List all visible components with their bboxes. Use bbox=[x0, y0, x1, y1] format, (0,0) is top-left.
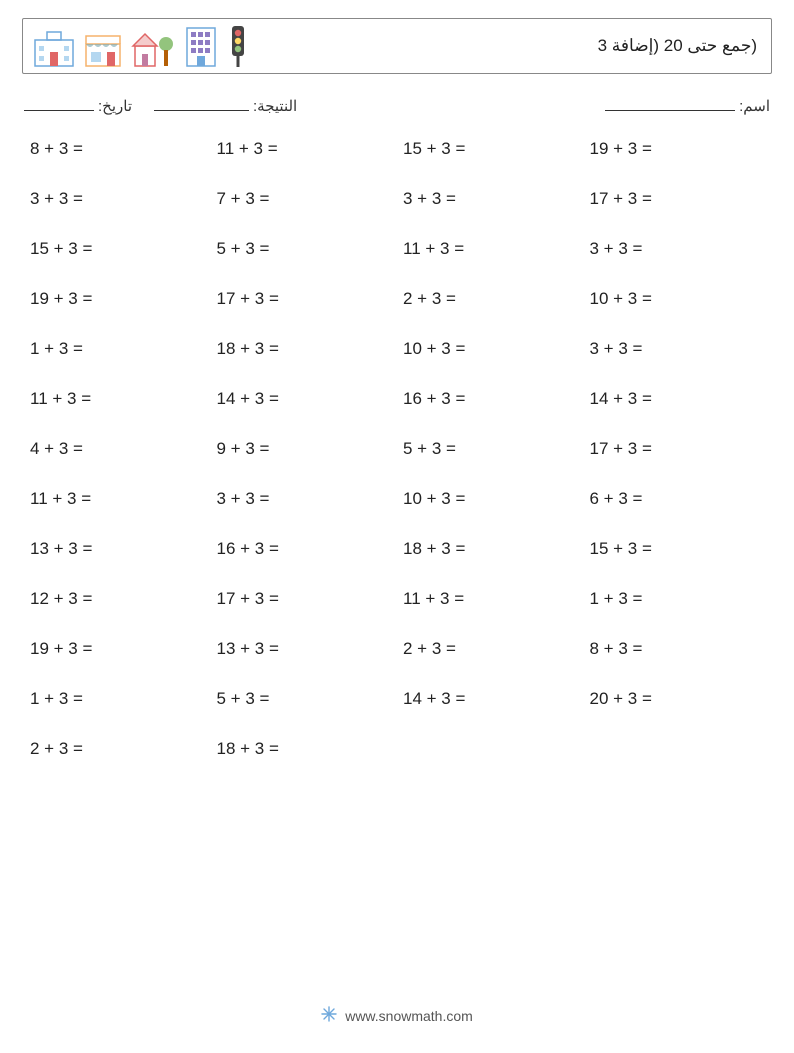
problem-cell: 15 + 3 = bbox=[590, 539, 765, 559]
school-building-icon bbox=[33, 26, 75, 68]
problem-cell: 14 + 3 = bbox=[590, 389, 765, 409]
problem-cell: 13 + 3 = bbox=[30, 539, 205, 559]
problem-cell: 20 + 3 = bbox=[590, 689, 765, 709]
problem-cell: 3 + 3 = bbox=[30, 189, 205, 209]
problem-cell: 2 + 3 = bbox=[403, 639, 578, 659]
problem-cell: 10 + 3 = bbox=[403, 489, 578, 509]
snowflake-icon bbox=[321, 1006, 337, 1025]
problem-cell: 4 + 3 = bbox=[30, 439, 205, 459]
problem-cell: 19 + 3 = bbox=[30, 289, 205, 309]
problem-cell: 7 + 3 = bbox=[217, 189, 392, 209]
house-tree-icon bbox=[131, 26, 175, 68]
name-blank[interactable] bbox=[605, 96, 735, 111]
problem-cell: 17 + 3 = bbox=[217, 289, 392, 309]
problem-cell: 16 + 3 = bbox=[403, 389, 578, 409]
problem-cell: 11 + 3 = bbox=[403, 239, 578, 259]
problem-cell: 9 + 3 = bbox=[217, 439, 392, 459]
info-line: اسم: النتيجة: تاريخ: bbox=[24, 96, 770, 115]
problem-cell: 6 + 3 = bbox=[590, 489, 765, 509]
traffic-light-icon bbox=[227, 24, 249, 68]
score-date-group: النتيجة: تاريخ: bbox=[24, 96, 297, 115]
problem-cell: 5 + 3 = bbox=[403, 439, 578, 459]
problem-cell: 5 + 3 = bbox=[217, 689, 392, 709]
result-label: النتيجة: bbox=[253, 97, 297, 115]
problem-cell: 17 + 3 = bbox=[590, 439, 765, 459]
problem-cell: 3 + 3 = bbox=[590, 339, 765, 359]
problem-cell: 15 + 3 = bbox=[403, 139, 578, 159]
problem-cell: 3 + 3 = bbox=[217, 489, 392, 509]
problem-cell: 3 + 3 = bbox=[590, 239, 765, 259]
problem-cell: 11 + 3 = bbox=[217, 139, 392, 159]
problems-grid: 8 + 3 = 11 + 3 = 15 + 3 = 19 + 3 = 3 + 3 = 7 … bbox=[22, 139, 772, 759]
problem-cell: 11 + 3 = bbox=[403, 589, 578, 609]
problem-cell: 14 + 3 = bbox=[217, 389, 392, 409]
problem-cell: 17 + 3 = bbox=[590, 189, 765, 209]
date-blank[interactable] bbox=[24, 96, 94, 111]
footer-text: www.snowmath.com bbox=[345, 1008, 473, 1024]
problem-cell: 1 + 3 = bbox=[30, 339, 205, 359]
office-tower-icon bbox=[183, 24, 219, 68]
problem-cell: 2 + 3 = bbox=[403, 289, 578, 309]
problem-cell: 14 + 3 = bbox=[403, 689, 578, 709]
problem-cell: 8 + 3 = bbox=[30, 139, 205, 159]
problem-cell: 1 + 3 = bbox=[30, 689, 205, 709]
header-icons bbox=[33, 24, 249, 68]
shop-building-icon bbox=[83, 26, 123, 68]
problem-cell: 16 + 3 = bbox=[217, 539, 392, 559]
problem-cell: 13 + 3 = bbox=[217, 639, 392, 659]
problem-cell: 2 + 3 = bbox=[30, 739, 205, 759]
footer: www.snowmath.com bbox=[0, 1006, 794, 1025]
problem-cell: 18 + 3 = bbox=[403, 539, 578, 559]
problem-cell: 18 + 3 = bbox=[217, 739, 392, 759]
name-field-group: اسم: bbox=[605, 96, 770, 115]
worksheet-title: (جمع حتى 20 (إضافة 3 bbox=[598, 36, 761, 56]
problem-cell: 12 + 3 = bbox=[30, 589, 205, 609]
problem-cell: 5 + 3 = bbox=[217, 239, 392, 259]
problem-cell: 17 + 3 = bbox=[217, 589, 392, 609]
problem-cell: 19 + 3 = bbox=[30, 639, 205, 659]
problem-cell: 11 + 3 = bbox=[30, 489, 205, 509]
name-label: اسم: bbox=[739, 97, 770, 115]
date-label: تاريخ: bbox=[98, 97, 132, 115]
header-box: (جمع حتى 20 (إضافة 3 bbox=[22, 18, 772, 74]
problem-cell: 10 + 3 = bbox=[590, 289, 765, 309]
result-blank[interactable] bbox=[154, 96, 249, 111]
problem-cell: 10 + 3 = bbox=[403, 339, 578, 359]
problem-cell: 8 + 3 = bbox=[590, 639, 765, 659]
problem-cell: 15 + 3 = bbox=[30, 239, 205, 259]
problem-cell: 19 + 3 = bbox=[590, 139, 765, 159]
problem-cell: 11 + 3 = bbox=[30, 389, 205, 409]
problem-cell: 3 + 3 = bbox=[403, 189, 578, 209]
problem-cell: 1 + 3 = bbox=[590, 589, 765, 609]
problem-cell: 18 + 3 = bbox=[217, 339, 392, 359]
